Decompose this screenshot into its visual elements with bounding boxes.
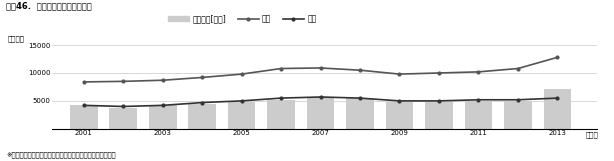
- 輸入: [159, 104, 166, 106]
- 輸入: [435, 100, 443, 102]
- Bar: [386, 102, 413, 129]
- Bar: [425, 102, 453, 129]
- Text: ※「薬事工業生産動態統計」（厚生労働省）より、筆者作成: ※「薬事工業生産動態統計」（厚生労働省）より、筆者作成: [6, 151, 115, 158]
- 輸入: [278, 97, 285, 99]
- 輸入: [356, 97, 363, 99]
- 輸出: [514, 68, 521, 70]
- 輸入: [396, 100, 403, 102]
- 輸出: [317, 67, 324, 69]
- Legend: 貳易収支[赤字], 輸出, 輸入: 貳易収支[赤字], 輸出, 輸入: [165, 11, 319, 26]
- 輸入: [120, 105, 127, 107]
- 輸出: [435, 72, 443, 74]
- 輸入: [554, 97, 561, 99]
- 輸入: [514, 99, 521, 101]
- 輸入: [317, 96, 324, 98]
- 輸出: [198, 76, 206, 78]
- Text: 図表46.  医療機器の輸出入の推移: 図表46. 医療機器の輸出入の推移: [6, 2, 92, 11]
- Bar: [70, 105, 98, 129]
- Bar: [109, 108, 137, 129]
- 輸出: [396, 73, 403, 75]
- 輸出: [554, 56, 561, 58]
- Text: （年）: （年）: [586, 131, 599, 138]
- 輸入: [80, 104, 87, 106]
- Text: （億円）: （億円）: [7, 35, 25, 42]
- 輸出: [80, 81, 87, 83]
- Bar: [188, 104, 216, 129]
- 輸出: [278, 68, 285, 70]
- Line: 輸入: 輸入: [82, 96, 559, 108]
- Bar: [465, 101, 492, 129]
- 輸出: [238, 73, 246, 75]
- 輸入: [475, 99, 482, 101]
- 輸入: [198, 102, 206, 104]
- Bar: [346, 98, 374, 129]
- 輸入: [238, 100, 246, 102]
- 輸出: [475, 71, 482, 73]
- 輸出: [120, 80, 127, 82]
- Line: 輸出: 輸出: [82, 56, 559, 83]
- 輸出: [159, 79, 166, 81]
- Bar: [267, 100, 295, 129]
- Bar: [307, 97, 335, 129]
- 輸出: [356, 69, 363, 71]
- Bar: [543, 89, 571, 129]
- Bar: [504, 101, 532, 129]
- Bar: [228, 102, 255, 129]
- Bar: [149, 105, 176, 129]
